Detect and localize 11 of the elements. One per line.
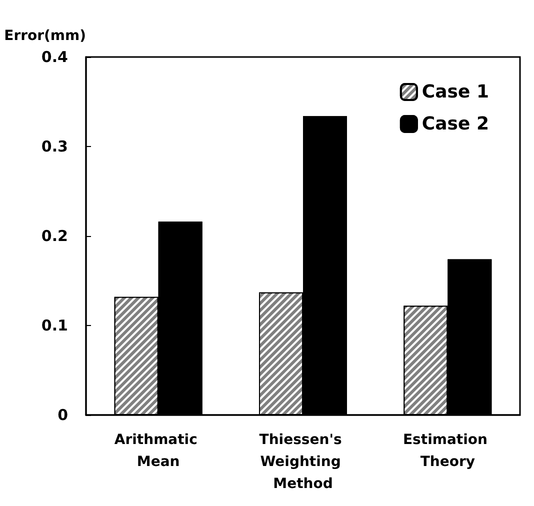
legend-label: Case 2 [422,114,490,134]
y-tick-label: 0 [58,406,68,424]
x-tick-label: Estimation Theory [402,432,492,470]
y-tick-label: 0.4 [41,48,68,66]
x-tick-label: Arithmatic Mean [114,432,202,470]
y-tick-label: 0.1 [41,316,68,334]
y-axis-title: Error(mm) [4,28,86,44]
legend-label: Case 1 [422,82,490,102]
y-tick-label: 0.2 [41,227,68,245]
x-tick-label: Thiessen's Weighting Method [259,432,347,492]
y-tick-label: 0.3 [41,138,68,156]
